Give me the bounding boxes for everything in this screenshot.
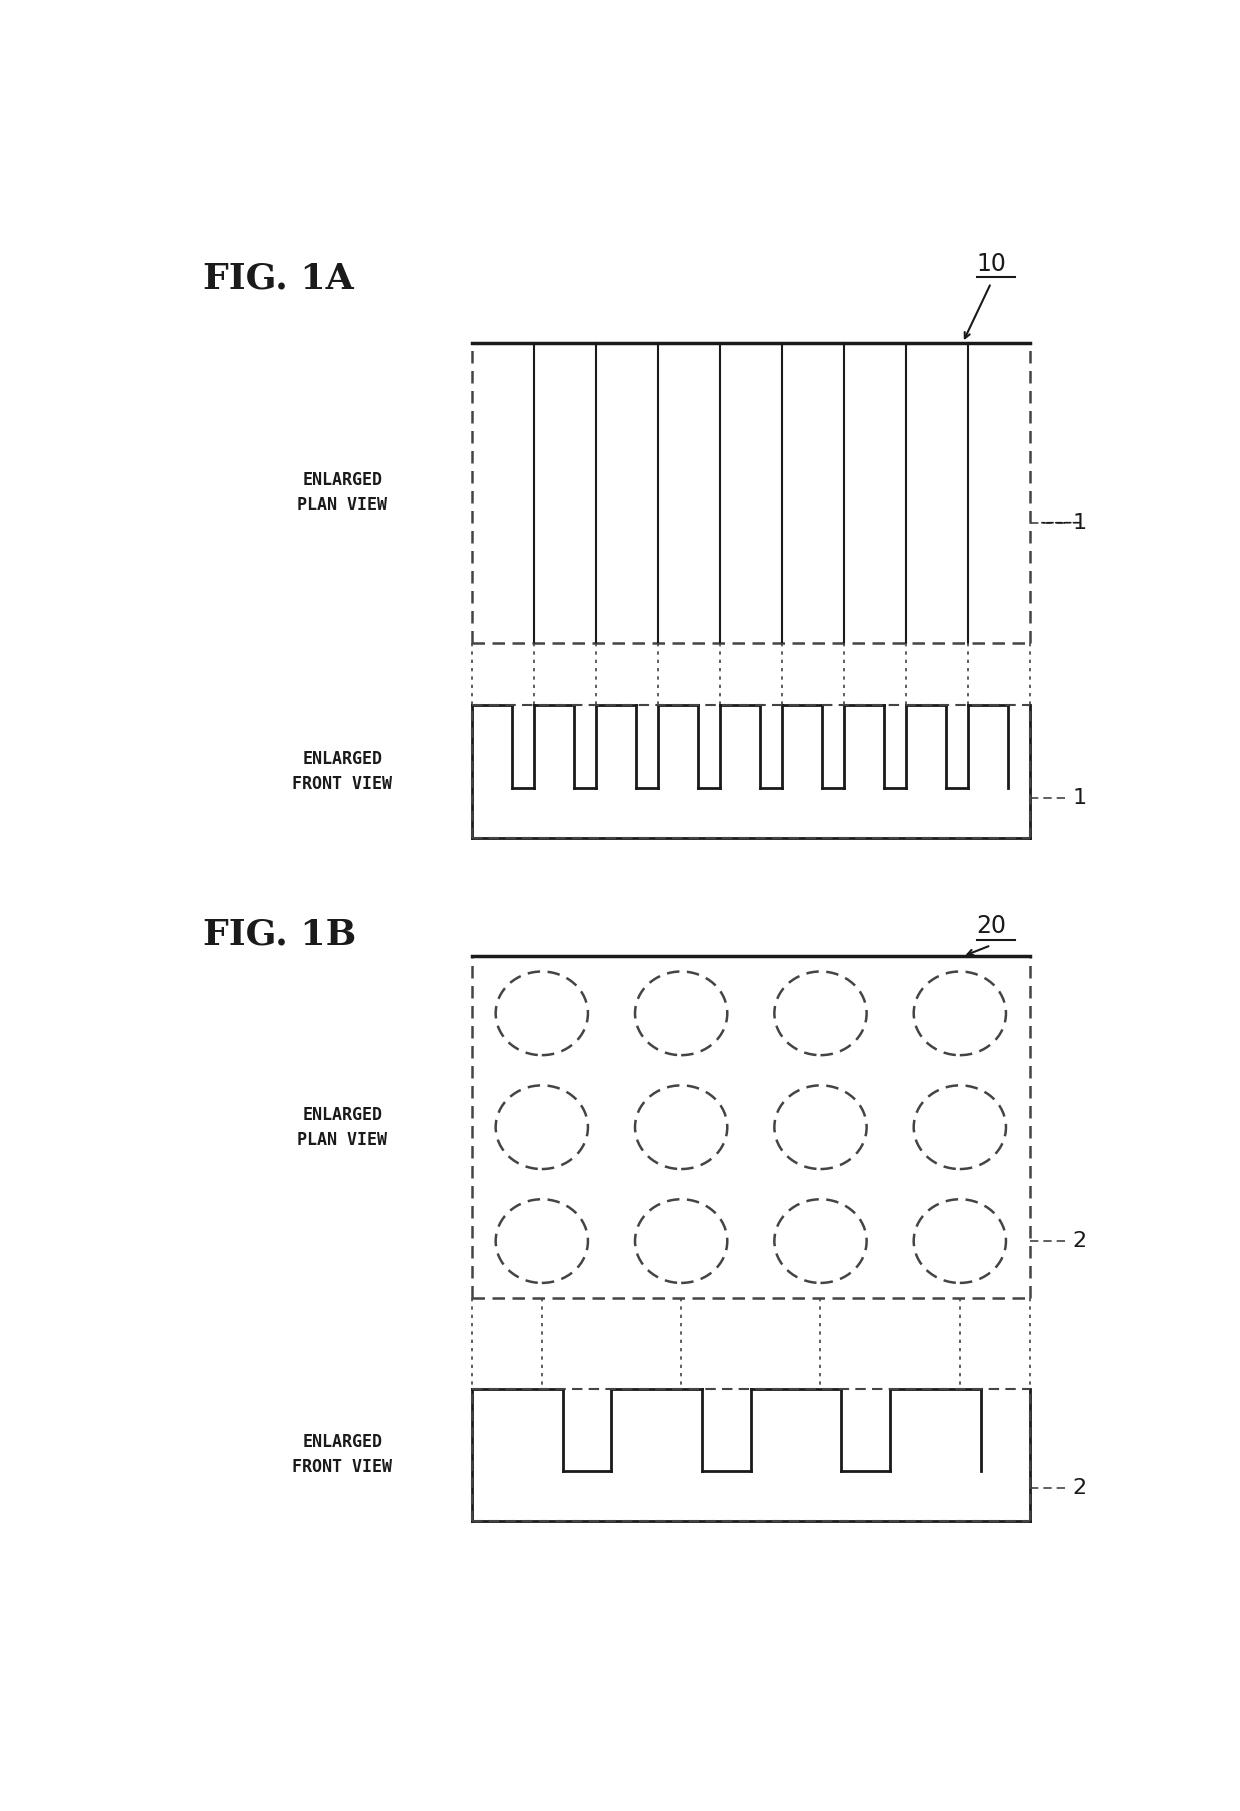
Text: 1: 1 bbox=[1073, 788, 1087, 808]
Text: 20: 20 bbox=[977, 915, 1007, 938]
Text: ENLARGED
PLAN VIEW: ENLARGED PLAN VIEW bbox=[298, 471, 387, 514]
Text: ENLARGED
FRONT VIEW: ENLARGED FRONT VIEW bbox=[293, 750, 392, 793]
Text: FIG. 1A: FIG. 1A bbox=[203, 263, 353, 295]
Text: 10: 10 bbox=[977, 252, 1007, 275]
Text: 2: 2 bbox=[1073, 1478, 1087, 1498]
Text: ENLARGED
FRONT VIEW: ENLARGED FRONT VIEW bbox=[293, 1434, 392, 1476]
Text: 2: 2 bbox=[1073, 1231, 1087, 1251]
Text: ENLARGED
PLAN VIEW: ENLARGED PLAN VIEW bbox=[298, 1107, 387, 1148]
Text: FIG. 1B: FIG. 1B bbox=[203, 918, 356, 951]
Text: 1: 1 bbox=[1073, 513, 1087, 532]
